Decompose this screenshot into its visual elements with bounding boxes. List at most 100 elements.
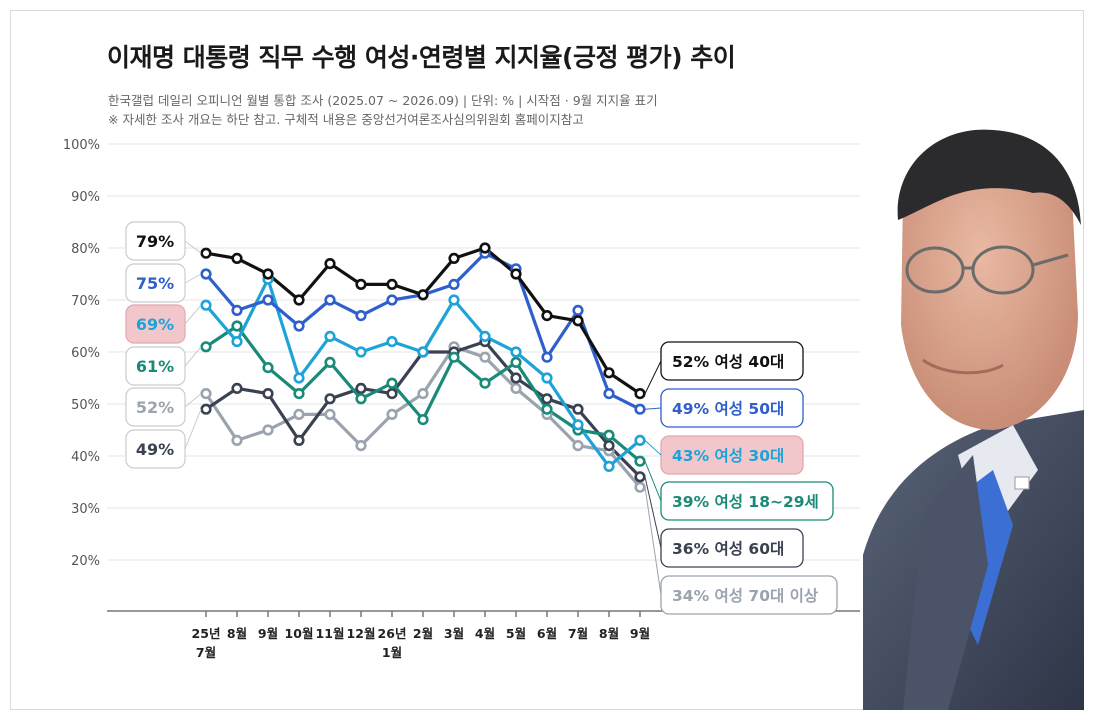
data-point	[634, 471, 646, 483]
data-point	[479, 351, 491, 363]
data-point	[479, 377, 491, 389]
data-point	[572, 419, 584, 431]
x-tick-label: 8월	[599, 626, 619, 641]
data-point	[231, 382, 243, 395]
start-label: 49%	[136, 440, 174, 459]
data-point	[293, 294, 305, 306]
data-point	[262, 388, 274, 400]
data-point	[603, 429, 615, 441]
start-label-leader	[184, 346, 202, 367]
data-point	[448, 278, 460, 291]
start-label: 79%	[136, 232, 174, 251]
data-point	[324, 330, 336, 343]
data-point	[231, 252, 243, 264]
data-point	[448, 294, 460, 306]
data-point	[572, 440, 584, 452]
data-point	[541, 372, 553, 384]
start-label-leader	[184, 393, 202, 408]
end-label-leader	[644, 407, 662, 410]
data-point	[417, 414, 429, 426]
data-point	[634, 455, 646, 467]
data-point	[417, 388, 429, 400]
data-point	[200, 247, 212, 259]
end-label: 36% 여성 60대	[672, 540, 784, 558]
end-label-leader	[644, 440, 662, 456]
data-point	[510, 382, 522, 395]
data-point	[448, 252, 460, 264]
data-point	[541, 403, 553, 415]
end-label-leader	[644, 487, 662, 596]
data-point	[200, 268, 212, 280]
data-point	[386, 278, 398, 291]
data-point	[262, 424, 274, 436]
data-point	[293, 408, 305, 421]
data-point	[417, 346, 429, 358]
data-point	[355, 393, 367, 405]
data-point	[417, 289, 429, 301]
end-label: 52% 여성 40대	[672, 353, 784, 371]
data-point	[386, 377, 398, 389]
data-point	[572, 315, 584, 327]
data-point	[603, 460, 615, 473]
data-point	[355, 440, 367, 452]
x-tick-label: 5월	[506, 626, 526, 641]
y-tick-label: 60%	[71, 346, 100, 361]
start-label: 69%	[136, 315, 174, 334]
start-label: 61%	[136, 357, 174, 376]
y-tick-label: 90%	[71, 190, 100, 205]
data-point	[541, 393, 553, 405]
start-label-leader	[184, 273, 202, 284]
y-tick-label: 80%	[71, 242, 100, 257]
start-label-leader	[184, 304, 202, 325]
x-tick-label: 26년	[378, 626, 407, 641]
y-tick-label: 100%	[63, 138, 100, 153]
start-label-leader	[184, 409, 202, 450]
end-label: 49% 여성 50대	[672, 400, 784, 418]
x-tick-label: 11월	[316, 626, 345, 641]
end-label-leader	[644, 476, 662, 549]
data-point	[510, 268, 522, 280]
data-point	[634, 388, 646, 400]
x-tick-label: 9월	[630, 626, 650, 641]
data-point	[200, 299, 212, 311]
x-tick-label: 25년	[192, 626, 221, 641]
data-point	[324, 258, 336, 270]
data-point	[386, 408, 398, 421]
data-point	[603, 367, 615, 379]
data-point	[200, 403, 212, 415]
data-point	[293, 320, 305, 332]
x-tick-label: 7월	[568, 626, 588, 641]
data-point	[200, 341, 212, 353]
data-point	[231, 336, 243, 348]
start-label: 52%	[136, 398, 174, 417]
data-point	[200, 388, 212, 400]
data-point	[324, 356, 336, 369]
chart-note: ※ 자세한 조사 개요는 하단 참고. 구체적 내용은 중앙선거여론조사심의위원…	[108, 112, 584, 127]
start-label-leader	[184, 240, 202, 254]
data-point	[479, 330, 491, 343]
data-point	[231, 434, 243, 447]
end-label: 34% 여성 70대 이상	[672, 587, 819, 605]
data-point	[386, 336, 398, 348]
x-tick-label: 3월	[444, 626, 464, 641]
x-tick-label: 4월	[475, 626, 495, 641]
data-point	[572, 403, 584, 415]
end-label: 39% 여성 18~29세	[672, 493, 819, 511]
end-label-leader	[644, 360, 662, 394]
x-tick-label: 12월	[347, 626, 376, 641]
y-tick-label: 30%	[71, 502, 100, 517]
data-point	[479, 242, 491, 254]
data-point	[324, 294, 336, 306]
data-point	[262, 268, 274, 280]
x-tick-label: 10월	[285, 626, 314, 641]
data-point	[603, 388, 615, 400]
y-tick-label: 20%	[71, 554, 100, 569]
data-point	[355, 278, 367, 291]
y-tick-label: 40%	[71, 450, 100, 465]
data-point	[262, 294, 274, 306]
data-point	[510, 356, 522, 369]
data-point	[448, 351, 460, 363]
person-photo	[863, 125, 1084, 710]
chart-subtitle: 한국갤럽 데일리 오피니언 월별 통합 조사 (2025.07 ~ 2026.0…	[108, 93, 658, 108]
end-label: 43% 여성 30대	[672, 447, 784, 465]
